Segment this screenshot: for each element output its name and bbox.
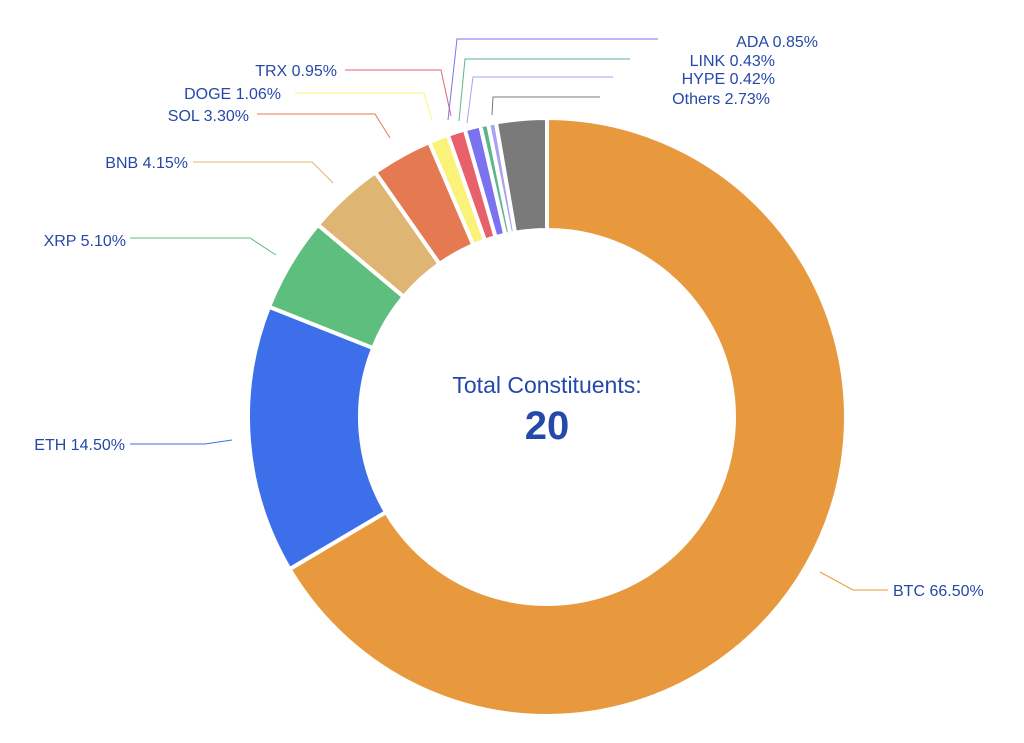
leader-line-trx: [345, 69, 452, 117]
center-title: Total Constituents:: [452, 372, 641, 398]
label-btc: BTC 66.50%: [893, 583, 984, 600]
leader-line-link: [458, 58, 630, 122]
label-bnb: BNB 4.15%: [105, 155, 188, 172]
leader-lines: [130, 38, 888, 591]
slice-btc[interactable]: [287, 116, 848, 718]
slice-labels: BTC 66.50% ETH 14.50% XRP 5.10% BNB 4.15% SO…: [34, 34, 983, 600]
center-value: 20: [525, 404, 570, 448]
leader-line-xrp: [130, 237, 277, 256]
leader-line-others: [491, 96, 600, 116]
leader-line-ada: [447, 38, 658, 121]
label-sol: SOL 3.30%: [168, 108, 249, 125]
label-link: LINK 0.43%: [690, 53, 775, 70]
label-doge: DOGE 1.06%: [184, 86, 281, 103]
slice-others[interactable]: [493, 116, 549, 235]
label-ada: ADA 0.85%: [736, 34, 818, 51]
slices: [246, 116, 848, 718]
leader-line-bnb: [193, 161, 334, 184]
leader-line-eth: [130, 439, 233, 445]
leader-line-hype: [466, 76, 613, 124]
label-eth: ETH 14.50%: [34, 437, 125, 454]
label-others: Others 2.73%: [672, 91, 770, 108]
label-xrp: XRP 5.10%: [44, 233, 126, 250]
leader-line-doge: [295, 92, 433, 121]
label-hype: HYPE 0.42%: [682, 71, 775, 88]
leader-line-sol: [257, 113, 391, 139]
label-trx: TRX 0.95%: [255, 63, 337, 80]
leader-line-btc: [819, 571, 888, 591]
